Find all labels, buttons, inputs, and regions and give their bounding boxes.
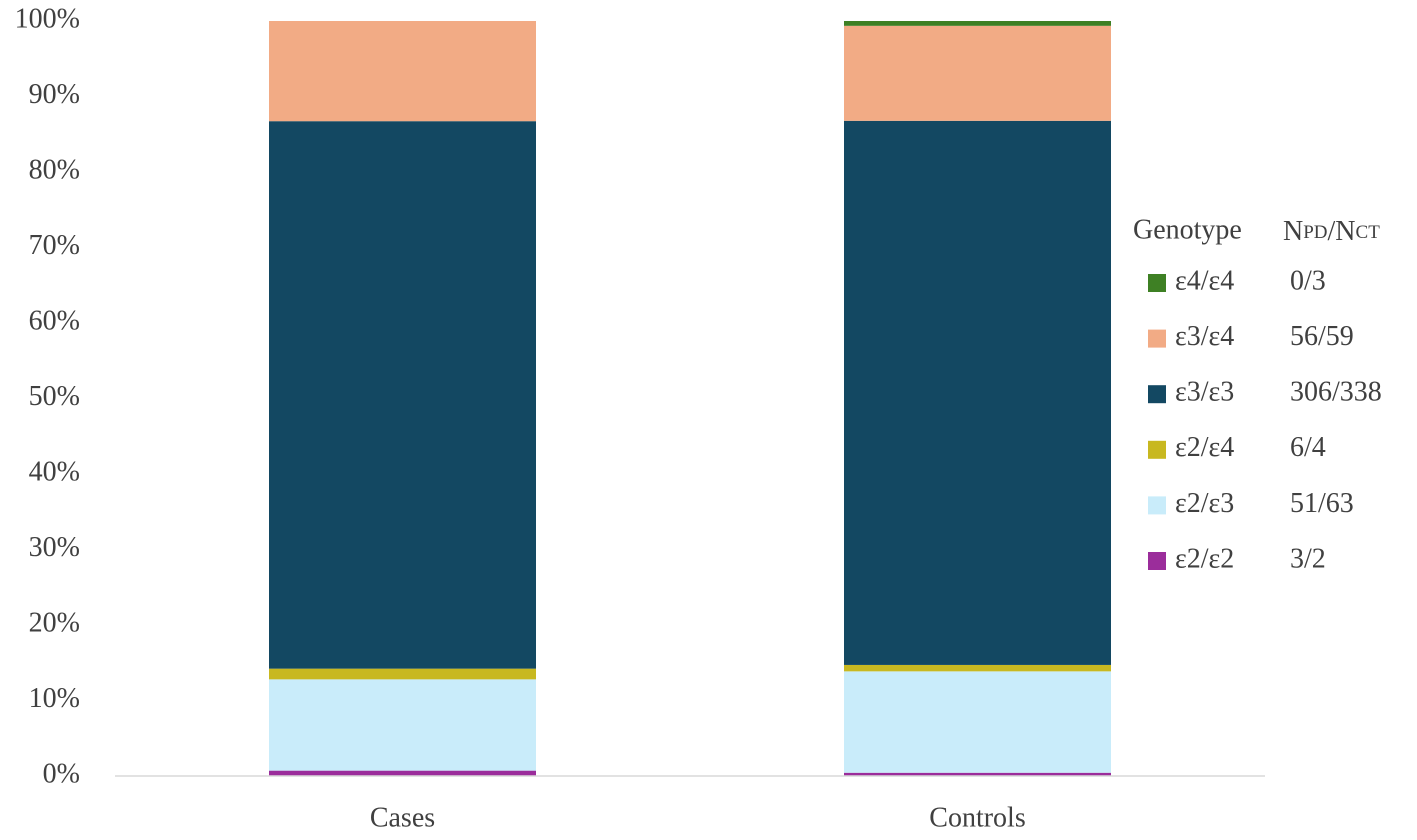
y-tick-label: 10%	[29, 683, 80, 714]
legend-count: 3/2	[1290, 543, 1326, 574]
legend-label: ε3/ε4	[1175, 321, 1234, 352]
legend-swatch	[1148, 440, 1166, 459]
bar-segment	[844, 25, 1111, 121]
legend-count: 6/4	[1290, 432, 1326, 463]
legend-count: 0/3	[1290, 265, 1326, 296]
legend-swatch	[1148, 496, 1166, 515]
bar-segment	[269, 668, 536, 680]
legend-count-title-part: CT	[1356, 222, 1381, 243]
legend-count: 306/338	[1290, 377, 1382, 408]
y-tick-label: 50%	[29, 381, 80, 412]
bar-segment	[844, 671, 1111, 773]
x-tick-label: Cases	[370, 802, 435, 833]
x-tick-label: Controls	[929, 802, 1025, 833]
y-tick-label: 30%	[29, 532, 80, 563]
bar-segment	[844, 664, 1111, 672]
legend-label: ε2/ε4	[1175, 432, 1234, 463]
y-tick-label: 90%	[29, 79, 80, 110]
y-tick-label: 40%	[29, 456, 80, 487]
legend-count: 51/63	[1290, 488, 1354, 519]
legend-count-title-part: N	[1283, 216, 1303, 247]
y-tick-label: 60%	[29, 305, 80, 336]
legend-swatch	[1148, 385, 1166, 404]
legend-label: ε2/ε2	[1175, 543, 1234, 574]
y-tick-label: 80%	[29, 154, 80, 185]
y-tick-label: 0%	[43, 758, 80, 789]
bar-segment	[269, 770, 536, 776]
legend-swatch	[1148, 274, 1166, 292]
bar-segment	[844, 21, 1111, 26]
bar-segment	[844, 772, 1111, 776]
bar-segment	[269, 679, 536, 771]
legend-swatch	[1148, 329, 1166, 348]
legend-count-title-part: PD	[1303, 222, 1327, 243]
legend-title: Genotype	[1133, 214, 1242, 245]
legend-count-title-part: /N	[1328, 216, 1356, 247]
y-tick-label: 20%	[29, 607, 80, 638]
bar-segment	[844, 120, 1111, 665]
y-tick-label: 100%	[15, 3, 80, 34]
legend-count-title: NPD/NCT	[1283, 216, 1380, 247]
legend-count: 56/59	[1290, 321, 1354, 352]
bar-segment	[269, 21, 536, 122]
legend-label: ε4/ε4	[1175, 265, 1234, 296]
legend-label: ε3/ε3	[1175, 377, 1234, 408]
legend-label: ε2/ε3	[1175, 488, 1234, 519]
bar-segment	[269, 121, 536, 669]
y-tick-label: 70%	[29, 230, 80, 261]
legend-swatch	[1148, 552, 1166, 570]
